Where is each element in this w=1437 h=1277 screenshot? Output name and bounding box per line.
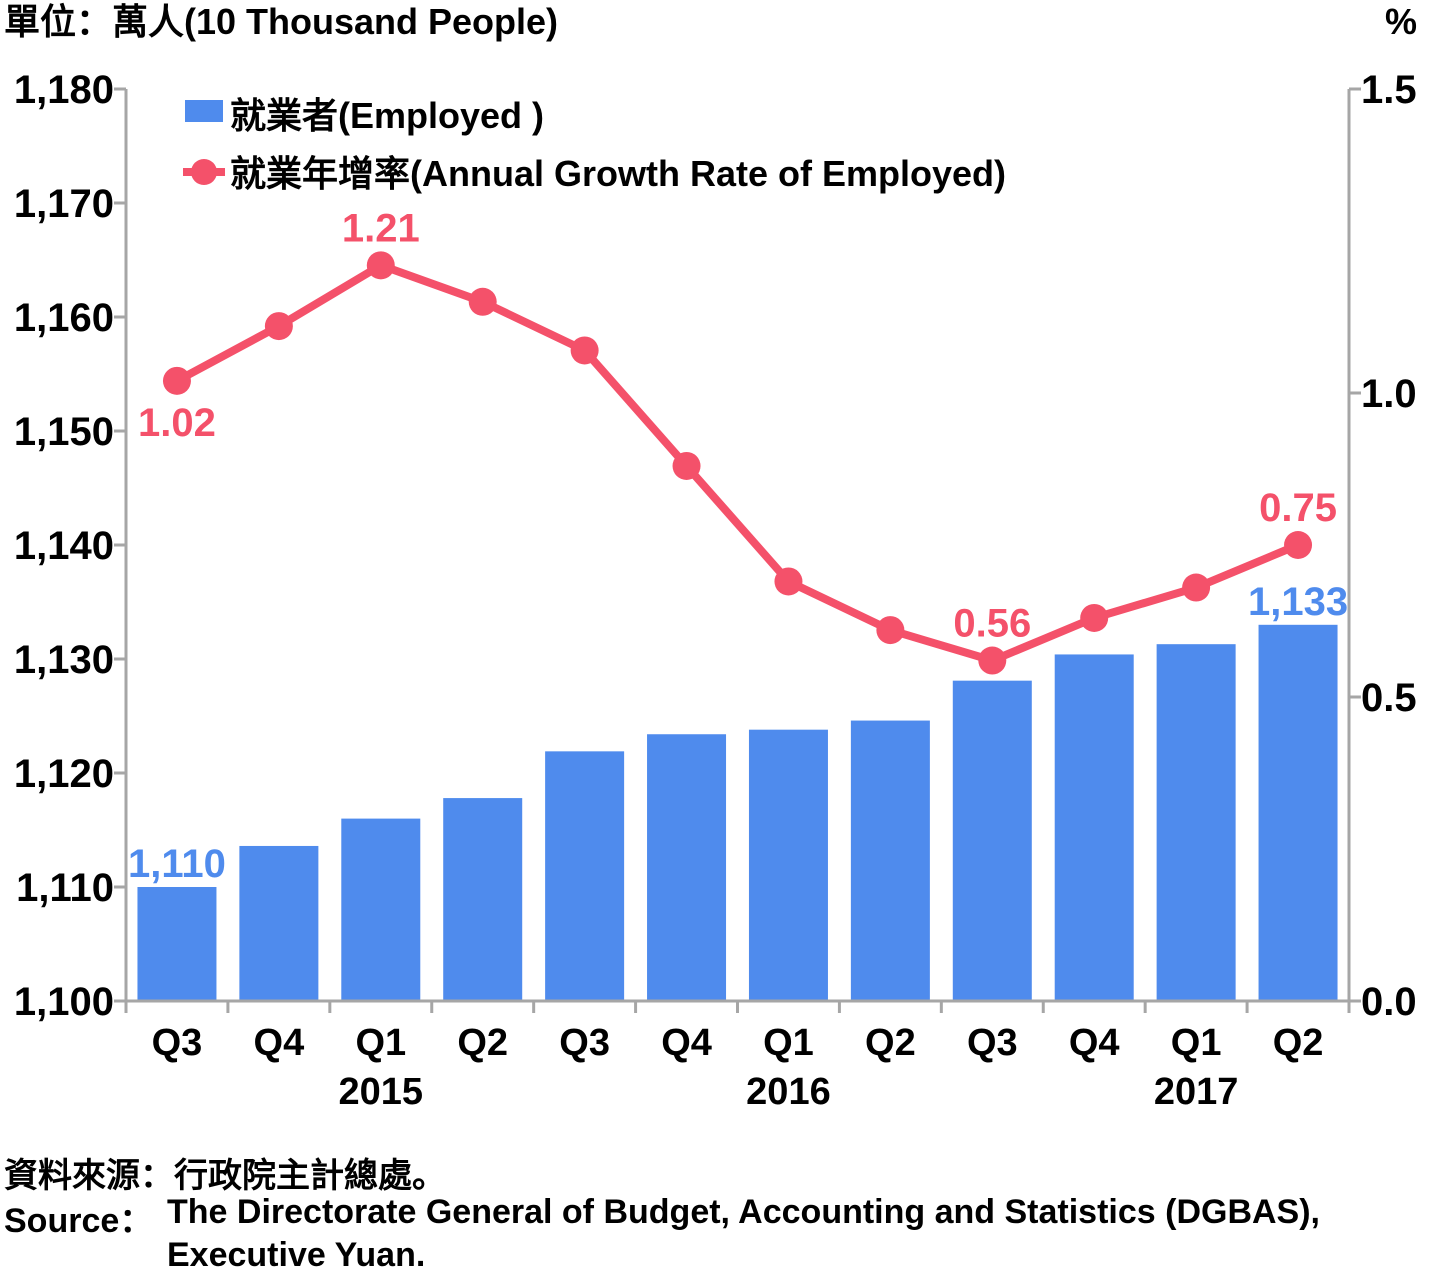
growth-data-label: 1.02 <box>138 401 216 445</box>
growth-point <box>1080 603 1109 632</box>
growth-point <box>1182 573 1211 602</box>
left-tick-label: 1,100 <box>14 980 114 1024</box>
growth-point <box>978 646 1007 675</box>
bar <box>748 729 828 1001</box>
bar-data-label: 1,133 <box>1248 580 1348 624</box>
left-unit-label: 單位：萬人(10 Thousand People) <box>4 1 558 42</box>
bar <box>341 818 421 1001</box>
chart: 單位：萬人(10 Thousand People) % 1,100 1,110 1,12… <box>4 1 1417 1113</box>
bar-data-label: 1,110 <box>128 842 226 886</box>
x-tick-label: Q4 <box>661 1022 712 1064</box>
x-tick-label: Q2 <box>865 1022 916 1064</box>
legend-bar-label: 就業者(Employed ) <box>230 95 544 136</box>
source-english-line2: Executive Yuan. <box>167 1236 426 1274</box>
x-tick-label: Q2 <box>457 1022 508 1064</box>
growth-point <box>672 451 701 480</box>
growth-line <box>175 261 1300 665</box>
year-label: 2016 <box>746 1071 831 1113</box>
bar <box>952 680 1032 1001</box>
bar <box>137 887 217 1001</box>
x-tick-label: Q3 <box>152 1022 203 1064</box>
bar <box>1054 654 1134 1001</box>
growth-data-label: 1.21 <box>342 206 420 250</box>
x-tick-label: Q3 <box>967 1022 1018 1064</box>
left-tick-label: 1,160 <box>14 296 114 340</box>
left-tick-label: 1,150 <box>14 410 114 454</box>
x-tick-label: Q1 <box>763 1022 814 1064</box>
right-unit-label: % <box>1385 1 1417 42</box>
left-tick-label: 1,130 <box>14 638 114 682</box>
growth-point <box>570 336 599 365</box>
bar <box>239 845 319 1001</box>
right-tick-label: 0.5 <box>1361 676 1417 720</box>
growth-point <box>264 312 293 341</box>
growth-data-label: 0.56 <box>953 602 1031 646</box>
right-tick-label: 1.5 <box>1361 68 1417 112</box>
bar <box>1156 644 1236 1001</box>
x-tick-label: Q3 <box>559 1022 610 1064</box>
x-tick-label: Q2 <box>1273 1022 1324 1064</box>
x-tick-label: Q4 <box>1069 1022 1120 1064</box>
growth-point <box>366 251 395 280</box>
left-tick-label: 1,110 <box>16 866 114 910</box>
bar <box>545 751 625 1001</box>
growth-point <box>774 567 803 596</box>
x-tick-label: Q1 <box>1171 1022 1222 1064</box>
left-tick-label: 1,170 <box>14 182 114 226</box>
year-label: 2015 <box>339 1071 424 1113</box>
bar <box>850 720 930 1001</box>
growth-point <box>1284 531 1313 559</box>
bar <box>647 734 727 1001</box>
right-tick-label: 1.0 <box>1361 372 1417 416</box>
legend-bar-swatch <box>185 100 223 122</box>
left-tick-label: 1,140 <box>14 524 114 568</box>
growth-point <box>876 616 905 645</box>
source-english-label: Source： <box>4 1202 154 1240</box>
x-tick-label: Q1 <box>355 1022 406 1064</box>
source-chinese: 資料來源：行政院主計總處。 <box>4 1157 446 1195</box>
year-label: 2017 <box>1154 1071 1239 1113</box>
left-tick-label: 1,120 <box>14 752 114 796</box>
bar <box>443 798 523 1001</box>
growth-data-label: 0.75 <box>1259 486 1337 530</box>
right-tick-label: 0.0 <box>1361 980 1417 1024</box>
growth-point <box>162 366 191 395</box>
source-english-line1: The Directorate General of Budget, Accou… <box>167 1193 1320 1231</box>
bar <box>1258 624 1338 1001</box>
left-tick-label: 1,180 <box>14 68 114 112</box>
legend-line-label: 就業年增率(Annual Growth Rate of Employed) <box>230 153 1006 194</box>
x-tick-label: Q4 <box>254 1022 305 1064</box>
legend-line-marker <box>191 159 217 185</box>
growth-point <box>468 287 497 316</box>
